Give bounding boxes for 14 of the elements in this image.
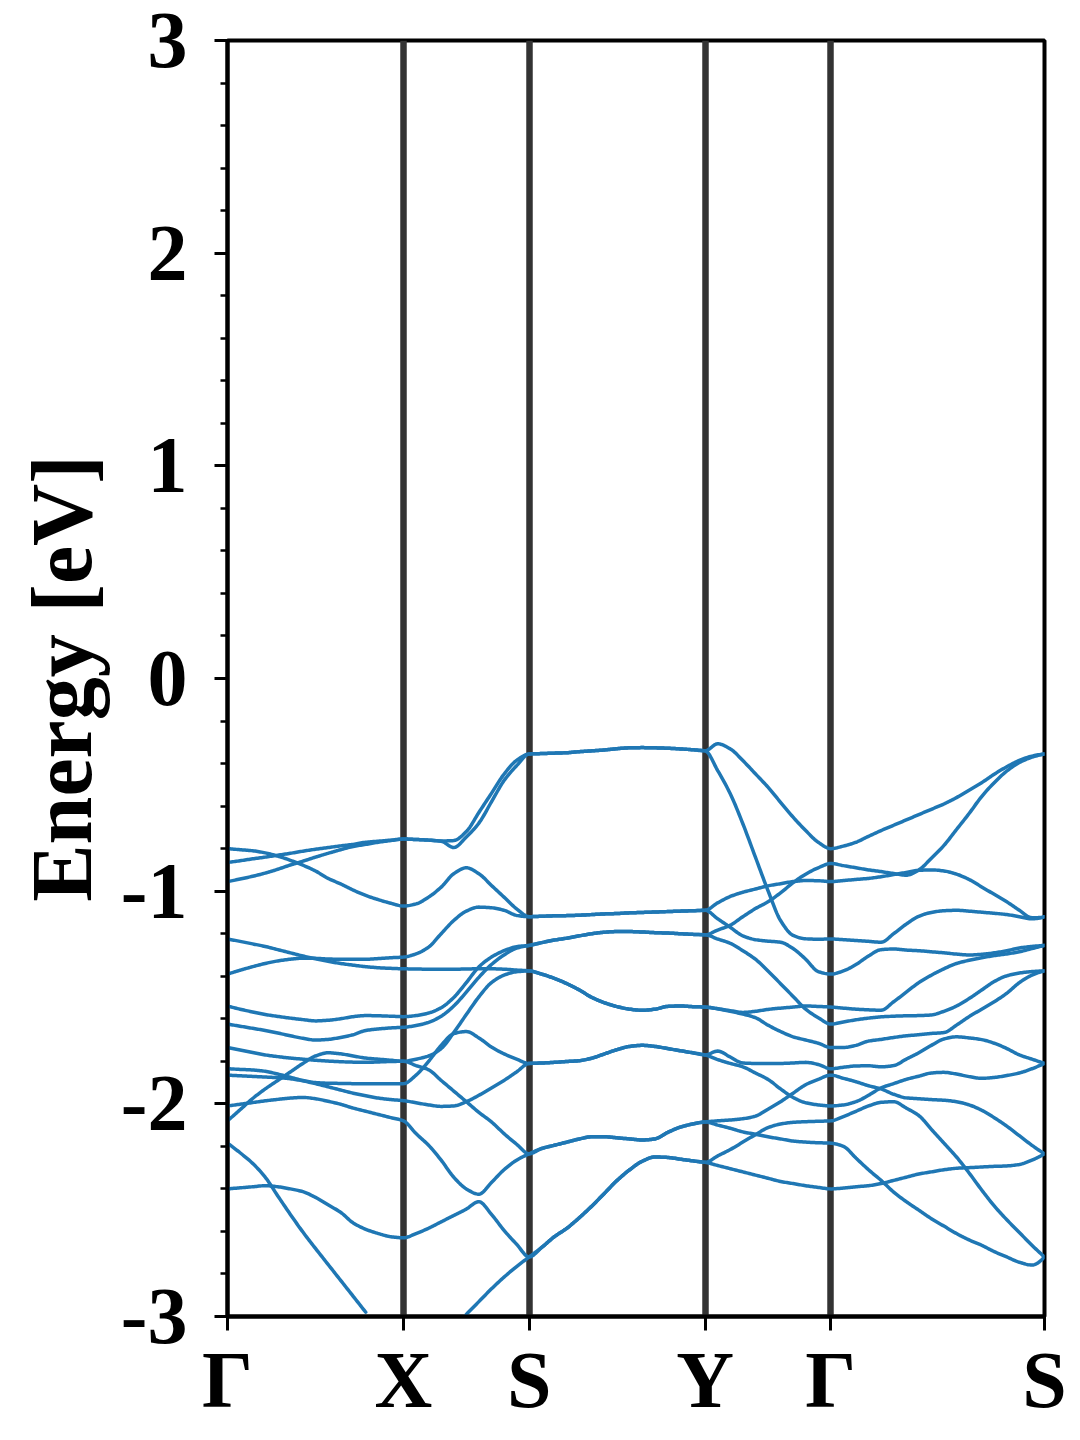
x-tick-label: S [1022,1335,1067,1424]
x-tick-label: Γ [202,1335,253,1424]
x-tick-label: X [374,1335,433,1424]
y-tick-label: 1 [147,421,188,510]
y-tick-label: -3 [120,1272,188,1360]
x-tick-label: Y [676,1335,735,1424]
x-tick-label: S [506,1335,552,1424]
y-tick-label: 3 [147,0,188,84]
y-tick-label: -1 [120,846,188,935]
y-tick-label: 0 [147,634,188,722]
y-tick-label: -2 [120,1059,188,1148]
y-axis-title: Energy [eV] [13,455,110,902]
y-tick-label: 2 [147,208,188,297]
x-tick-label: Γ [805,1335,857,1424]
